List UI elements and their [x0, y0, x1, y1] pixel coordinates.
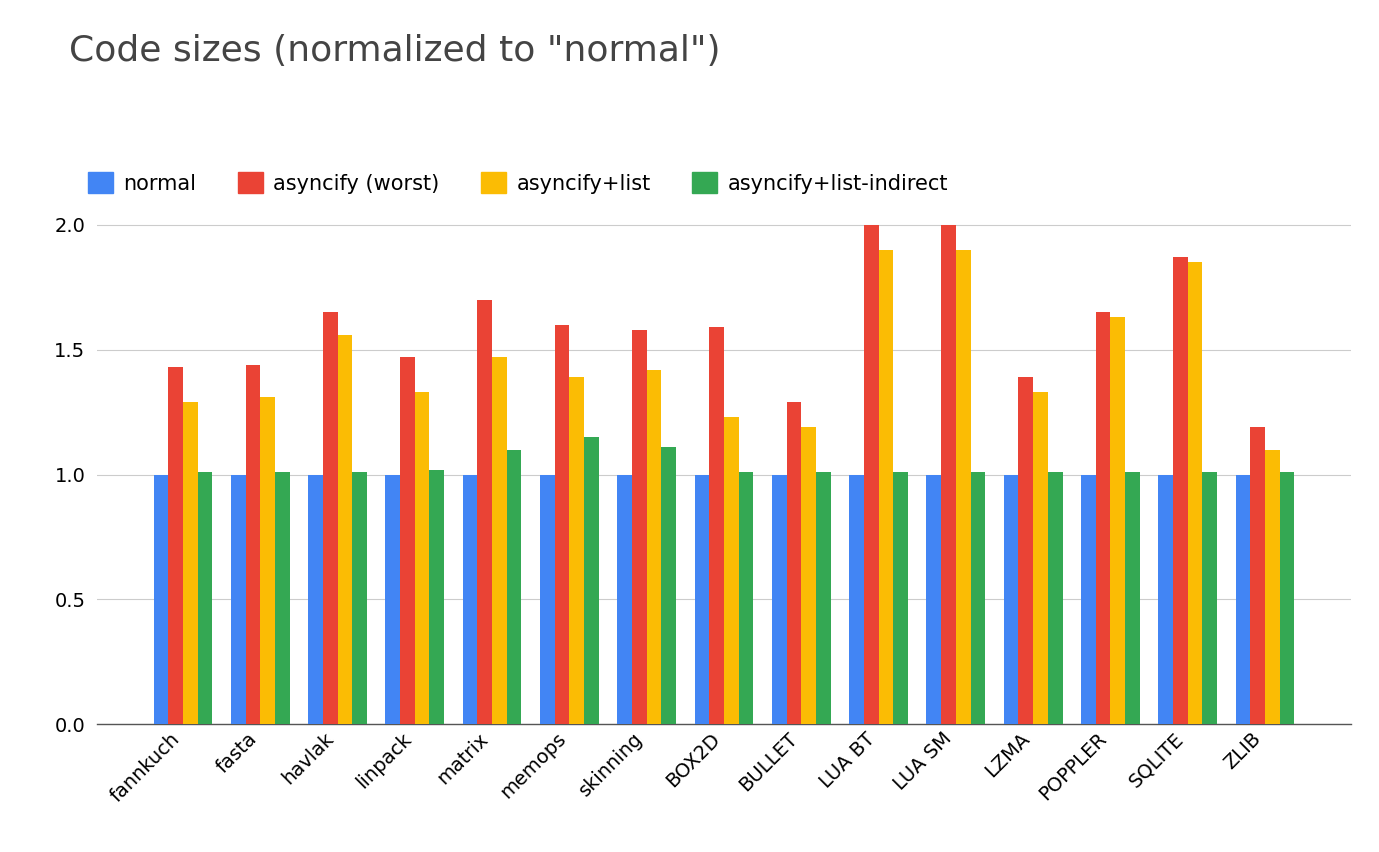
- Bar: [940, 225, 956, 724]
- Bar: [1004, 475, 1019, 724]
- Bar: [1236, 475, 1251, 724]
- Bar: [168, 367, 183, 724]
- Bar: [801, 427, 816, 724]
- Bar: [183, 402, 197, 724]
- Bar: [1033, 392, 1048, 724]
- Bar: [772, 475, 786, 724]
- Bar: [786, 402, 801, 724]
- Bar: [400, 357, 415, 724]
- Bar: [647, 370, 662, 724]
- Bar: [1158, 475, 1174, 724]
- Bar: [739, 472, 753, 724]
- Bar: [338, 335, 352, 724]
- Bar: [724, 417, 739, 724]
- Bar: [1048, 472, 1062, 724]
- Bar: [1280, 472, 1295, 724]
- Bar: [429, 469, 444, 724]
- Bar: [570, 377, 585, 724]
- Bar: [1251, 427, 1265, 724]
- Bar: [541, 475, 554, 724]
- Bar: [971, 472, 985, 724]
- Bar: [927, 475, 940, 724]
- Bar: [1096, 313, 1110, 724]
- Bar: [463, 475, 477, 724]
- Bar: [632, 330, 647, 724]
- Bar: [308, 475, 323, 724]
- Legend: normal, asyncify (worst), asyncify+list, asyncify+list-indirect: normal, asyncify (worst), asyncify+list,…: [80, 164, 957, 202]
- Bar: [323, 313, 338, 724]
- Bar: [894, 472, 907, 724]
- Bar: [230, 475, 245, 724]
- Bar: [153, 475, 168, 724]
- Bar: [415, 392, 429, 724]
- Bar: [662, 447, 676, 724]
- Bar: [956, 250, 971, 724]
- Bar: [261, 397, 274, 724]
- Bar: [1081, 475, 1096, 724]
- Bar: [1265, 450, 1280, 724]
- Bar: [1019, 377, 1033, 724]
- Bar: [386, 475, 400, 724]
- Bar: [352, 472, 367, 724]
- Bar: [1187, 262, 1202, 724]
- Bar: [849, 475, 863, 724]
- Bar: [477, 300, 492, 724]
- Bar: [863, 225, 878, 724]
- Bar: [878, 250, 894, 724]
- Bar: [1202, 472, 1218, 724]
- Bar: [695, 475, 709, 724]
- Bar: [554, 325, 570, 724]
- Bar: [245, 365, 261, 724]
- Bar: [507, 450, 521, 724]
- Bar: [709, 327, 724, 724]
- Bar: [274, 472, 290, 724]
- Bar: [1174, 257, 1187, 724]
- Bar: [816, 472, 830, 724]
- Bar: [585, 437, 598, 724]
- Text: Code sizes (normalized to "normal"): Code sizes (normalized to "normal"): [69, 34, 720, 68]
- Bar: [197, 472, 212, 724]
- Bar: [1110, 317, 1125, 724]
- Bar: [618, 475, 632, 724]
- Bar: [492, 357, 507, 724]
- Bar: [1125, 472, 1140, 724]
